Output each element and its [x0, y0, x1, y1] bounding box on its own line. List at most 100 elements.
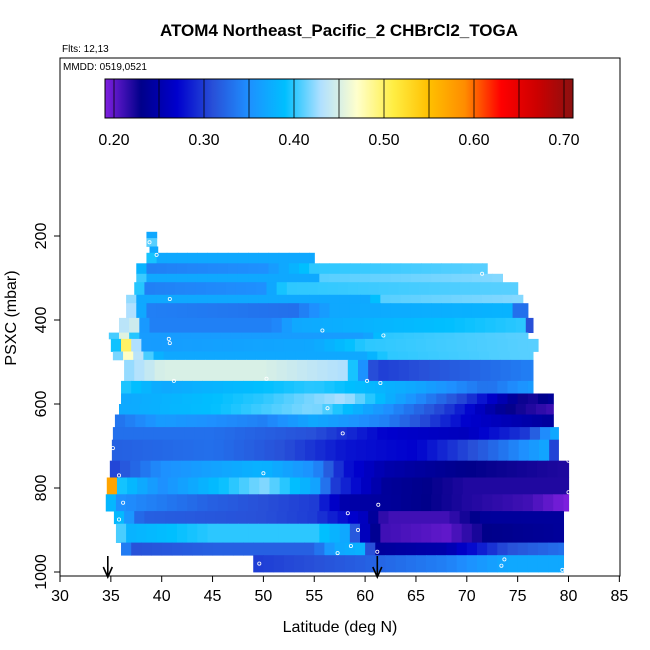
heat-cell: [125, 414, 136, 428]
heat-cell: [213, 439, 225, 462]
heat-cell: [337, 282, 349, 296]
heat-cell: [217, 494, 229, 512]
heat-cell: [431, 303, 442, 319]
heat-cell: [169, 317, 181, 333]
heat-cell: [519, 351, 531, 361]
heat-cell: [373, 332, 385, 340]
heat-cell: [339, 294, 351, 304]
heat-cell: [324, 338, 336, 352]
heat-cell: [564, 477, 570, 495]
heat-cell: [329, 303, 341, 319]
heat-cell: [122, 439, 133, 462]
heat-cell: [278, 252, 290, 264]
heat-cell: [419, 511, 430, 525]
heat-cell: [550, 427, 559, 441]
sample-point: [566, 490, 571, 495]
heat-cell: [304, 380, 315, 394]
heat-cell: [190, 332, 201, 340]
heat-cell: [525, 317, 534, 333]
heat-cell: [547, 460, 558, 478]
heat-cell: [176, 273, 188, 283]
heat-cell: [316, 351, 328, 361]
heat-cell: [271, 404, 283, 415]
heat-cell: [273, 542, 285, 556]
heat-cell: [405, 380, 417, 394]
heat-cell: [468, 351, 480, 361]
heat-cell: [434, 317, 446, 333]
y-tick-label: 200: [33, 223, 50, 250]
heat-cell: [517, 393, 529, 405]
heat-cell: [278, 303, 290, 319]
heat-cell: [127, 477, 138, 495]
heat-cell: [207, 303, 219, 319]
heat-cell: [337, 359, 349, 382]
heat-cell: [317, 359, 329, 382]
heat-cell: [284, 439, 296, 462]
heat-cell: [263, 555, 275, 573]
heat-cell: [230, 317, 242, 333]
heat-cell: [414, 460, 426, 478]
heat-cell: [221, 460, 233, 478]
heat-cell: [253, 555, 264, 573]
colorbar-tick-label: 0.60: [458, 132, 489, 149]
heat-cell: [156, 263, 168, 275]
heat-cell: [527, 380, 534, 394]
heat-cell: [248, 273, 259, 283]
sample-point: [365, 378, 370, 383]
heat-cell: [388, 511, 400, 525]
heat-cell: [441, 523, 453, 543]
heat-cell: [507, 542, 519, 556]
heat-cell: [237, 494, 249, 512]
heat-cell: [230, 404, 242, 415]
heat-cell: [227, 263, 239, 275]
heat-cell: [563, 494, 570, 512]
heat-cell: [294, 439, 306, 462]
heat-cell: [507, 380, 519, 394]
heat-cell: [371, 477, 382, 495]
heat-cell: [523, 477, 535, 495]
heat-cell: [166, 494, 178, 512]
heat-cell: [365, 555, 376, 573]
colorbar-tick-label: 0.50: [368, 132, 399, 149]
heat-cell: [482, 303, 493, 319]
heat-cell: [470, 414, 482, 428]
heat-cell: [307, 511, 318, 525]
heat-cell: [421, 294, 432, 304]
heat-cell: [161, 380, 173, 394]
heat-cell: [193, 439, 204, 462]
heat-cell: [302, 317, 313, 333]
heat-cell: [558, 555, 565, 573]
heat-cell: [388, 282, 400, 296]
colorbar-tick-label: 0.70: [548, 132, 579, 149]
heat-cell: [441, 303, 453, 319]
heat-cell: [407, 427, 419, 441]
heat-cell: [126, 294, 137, 304]
heat-cell: [436, 542, 448, 556]
heat-cell: [192, 393, 203, 405]
heat-cell: [397, 427, 409, 441]
heat-cell: [319, 523, 331, 543]
heat-cell: [440, 414, 452, 428]
heat-cell: [176, 263, 188, 275]
heat-cell: [216, 414, 228, 428]
sample-point: [166, 336, 171, 341]
heat-cell: [149, 246, 159, 254]
heat-cell: [312, 317, 323, 333]
heat-cell: [182, 393, 193, 405]
heat-cell: [191, 460, 202, 478]
heat-cell: [332, 317, 344, 333]
heat-cell: [461, 523, 473, 543]
heat-cell: [293, 393, 305, 405]
heat-cell: [400, 494, 412, 512]
heat-cell: [360, 523, 371, 543]
heat-cell: [527, 555, 539, 573]
heat-cell: [537, 555, 549, 573]
heat-cell: [416, 439, 428, 462]
heat-cell: [370, 494, 381, 512]
heat-cell: [450, 414, 462, 428]
heat-cell: [344, 393, 356, 405]
heat-cell: [286, 282, 298, 296]
heat-cell: [356, 351, 368, 361]
colorbar-tick-label: 0.20: [98, 132, 129, 149]
heat-cell: [278, 294, 290, 304]
